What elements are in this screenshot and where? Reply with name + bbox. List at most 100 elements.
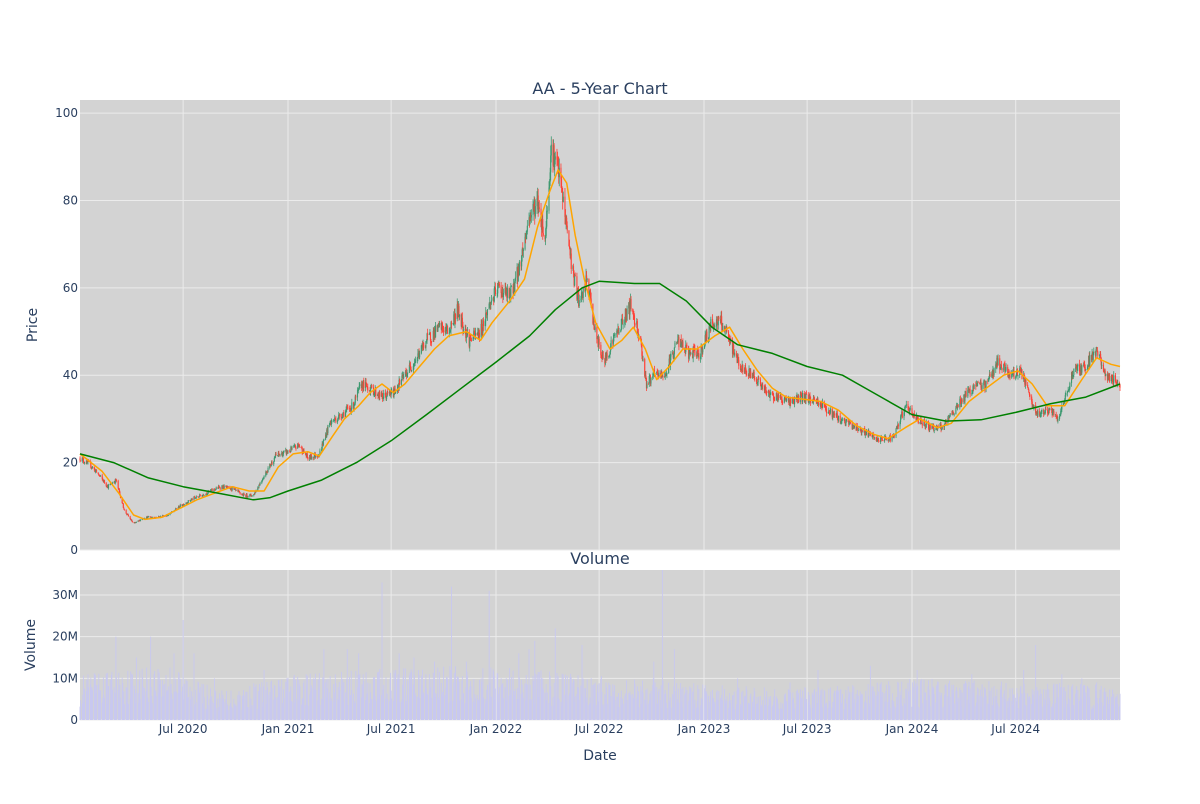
candle-body <box>688 346 690 359</box>
candle-body <box>293 446 295 448</box>
candle-body <box>465 329 467 338</box>
candle-body <box>761 385 763 386</box>
candle-body <box>213 488 215 492</box>
candle-body <box>1067 390 1069 392</box>
candle-body <box>182 505 184 507</box>
candle-body <box>548 187 550 211</box>
candle-body <box>298 444 300 447</box>
candle-body <box>123 507 125 510</box>
candle-body <box>1069 383 1071 389</box>
candle-body <box>832 412 834 418</box>
candle-body <box>694 348 696 356</box>
candle-body <box>542 233 544 236</box>
candle-body <box>888 437 890 441</box>
candle-body <box>233 487 235 489</box>
candle-body <box>790 399 792 404</box>
candle-body <box>345 411 347 417</box>
candle-body <box>665 374 667 376</box>
candle-body <box>356 390 359 398</box>
candle-body <box>278 454 281 456</box>
candle-body <box>259 482 261 486</box>
candle-body <box>905 404 907 407</box>
candle-body <box>924 424 926 427</box>
candle-body <box>812 402 814 404</box>
candle-body <box>572 266 574 269</box>
candle-body <box>498 284 500 286</box>
candle-body <box>955 407 957 415</box>
candle-body <box>1056 415 1058 422</box>
candle-body <box>536 198 538 207</box>
candle-body <box>1047 413 1049 415</box>
candle-body <box>981 385 983 389</box>
candle-body <box>149 516 151 518</box>
x-tick-label: Jul 2020 <box>158 722 208 736</box>
candle-body <box>351 402 353 409</box>
candle-body <box>696 350 698 357</box>
candle-body <box>1082 364 1085 366</box>
candle-body <box>203 494 205 496</box>
candle-body <box>139 520 141 522</box>
candle-body <box>985 380 987 389</box>
candle-body <box>333 420 335 422</box>
candle-body <box>745 371 747 375</box>
candle-body <box>608 355 610 358</box>
candle-body <box>827 412 829 414</box>
candle-body <box>1102 364 1105 372</box>
candle-body <box>1015 374 1017 377</box>
candle-body <box>383 392 385 399</box>
candle-body <box>458 306 460 317</box>
candle-body <box>106 485 108 487</box>
candle-body <box>90 462 92 468</box>
candle-body <box>117 480 119 489</box>
candle-body <box>996 357 999 366</box>
candle-body <box>438 323 440 326</box>
candle-body <box>461 317 463 326</box>
candle-body <box>899 421 901 427</box>
candle-body <box>648 383 650 385</box>
candle-body <box>335 419 337 423</box>
candle-body <box>520 261 522 267</box>
candle-body <box>755 378 757 382</box>
candle-body <box>995 364 997 366</box>
candle-body <box>91 467 93 469</box>
candle-body <box>821 407 823 409</box>
candle-body <box>871 434 873 438</box>
volume-bars <box>79 570 1121 720</box>
candle-body <box>656 371 658 373</box>
candle-body <box>967 389 969 397</box>
candle-body <box>564 216 567 225</box>
candle-body <box>961 399 963 402</box>
candle-body <box>274 457 276 459</box>
candle-body <box>788 404 791 406</box>
candle-body <box>1048 408 1050 411</box>
candle-body <box>580 292 583 299</box>
candle-body <box>685 344 687 346</box>
candle-body <box>179 506 181 508</box>
candle-body <box>833 413 836 415</box>
candle-body <box>524 236 526 250</box>
candle-body <box>214 489 216 491</box>
candle-body <box>1104 370 1106 377</box>
candle-body <box>1027 384 1029 388</box>
candle-body <box>895 428 897 437</box>
candle-body <box>498 284 500 286</box>
volume-y-axis-label: Volume <box>23 619 39 671</box>
candle-body <box>249 494 251 495</box>
candle-body <box>945 421 947 423</box>
candle-body <box>1045 408 1047 411</box>
candle-body <box>448 332 450 334</box>
candle-body <box>86 460 88 464</box>
candle-body <box>359 384 361 386</box>
candle-body <box>371 384 373 388</box>
candle-body <box>1083 364 1085 366</box>
candle-body <box>1031 401 1033 407</box>
candle-body <box>570 253 572 269</box>
candle-body <box>497 282 499 286</box>
candle-body <box>403 375 405 379</box>
candle-body <box>187 502 189 504</box>
candle-body <box>391 389 393 391</box>
candle-body <box>782 402 784 404</box>
candle-body <box>883 440 885 441</box>
candle-body <box>131 519 133 522</box>
candle-body <box>621 318 624 325</box>
